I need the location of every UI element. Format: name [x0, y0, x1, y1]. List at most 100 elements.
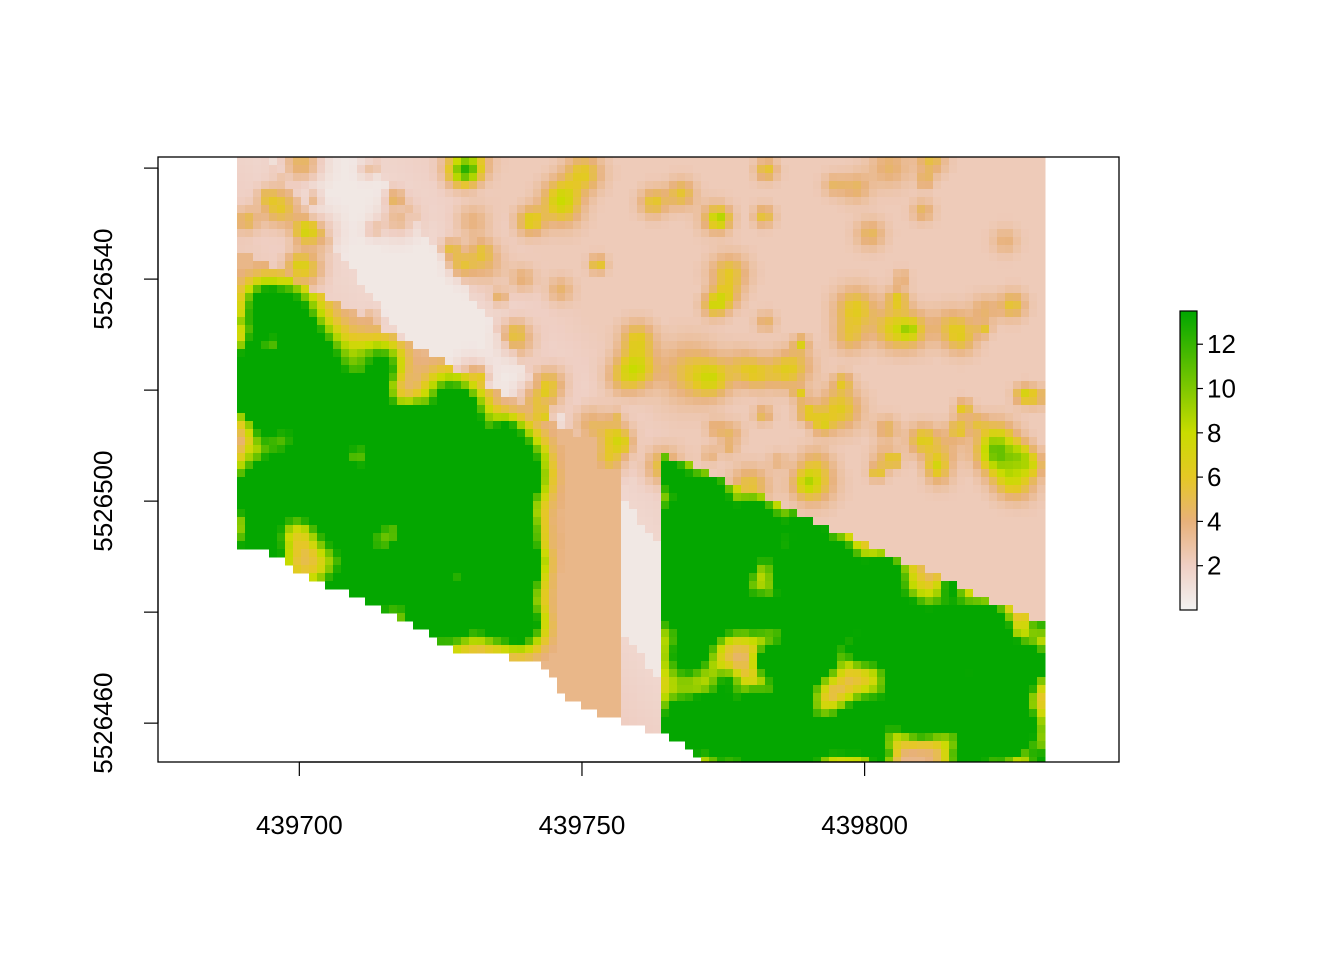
raster-cell [781, 181, 790, 190]
raster-cell [349, 189, 358, 198]
raster-cell [925, 381, 934, 390]
raster-cell [341, 309, 350, 318]
raster-cell [861, 445, 870, 454]
raster-cell [485, 293, 494, 302]
raster-cell [573, 461, 582, 470]
raster-cell [269, 389, 278, 398]
raster-cell [309, 173, 318, 182]
raster-cell [445, 413, 454, 422]
raster-cell [469, 389, 478, 398]
raster-cell [453, 517, 462, 526]
raster-cell [341, 485, 350, 494]
raster-cell [989, 213, 998, 222]
raster-cell [717, 389, 726, 398]
raster-cell [645, 517, 654, 526]
raster-cell [677, 493, 686, 502]
raster-cell [261, 477, 270, 486]
raster-cell [765, 173, 774, 182]
raster-cell [613, 269, 622, 278]
raster-cell [325, 477, 334, 486]
raster-cell [541, 485, 550, 494]
raster-cell [965, 237, 974, 246]
raster-cell [437, 285, 446, 294]
raster-cell [261, 293, 270, 302]
raster-cell [573, 213, 582, 222]
raster-cell [533, 325, 542, 334]
raster-cell [829, 461, 838, 470]
raster-cell [901, 237, 910, 246]
raster-cell [429, 373, 438, 382]
raster-cell [877, 325, 886, 334]
raster-cell [589, 341, 598, 350]
raster-cell [477, 477, 486, 486]
raster-cell [413, 253, 422, 262]
raster-cell [309, 445, 318, 454]
raster-cell [589, 397, 598, 406]
raster-cell [565, 437, 574, 446]
raster-cell [757, 301, 766, 310]
raster-cell [653, 293, 662, 302]
raster-cell [349, 501, 358, 510]
raster-cell [717, 445, 726, 454]
raster-cell [293, 173, 302, 182]
raster-cell [829, 277, 838, 286]
raster-cell [725, 333, 734, 342]
raster-cell [565, 381, 574, 390]
raster-cell [725, 253, 734, 262]
raster-cell [653, 461, 662, 470]
raster-cell [645, 221, 654, 230]
raster-cell [1029, 221, 1038, 230]
raster-cell [277, 221, 286, 230]
raster-cell [605, 285, 614, 294]
raster-cell [605, 389, 614, 398]
raster-cell [693, 413, 702, 422]
raster-cell [317, 333, 326, 342]
raster-cell [365, 549, 374, 558]
raster-cell [469, 501, 478, 510]
raster-cell [973, 189, 982, 198]
raster-cell [397, 437, 406, 446]
raster-cell [885, 501, 894, 510]
raster-cell [245, 333, 254, 342]
raster-cell [237, 429, 246, 438]
raster-cell [837, 165, 846, 174]
raster-cell [565, 421, 574, 430]
raster-cell [493, 509, 502, 518]
raster-cell [885, 453, 894, 462]
raster-cell [285, 421, 294, 430]
raster-cell [757, 525, 766, 534]
raster-cell [813, 181, 822, 190]
raster-cell [949, 501, 958, 510]
raster-cell [821, 509, 830, 518]
raster-cell [381, 461, 390, 470]
raster-cell [765, 533, 774, 542]
raster-cell [301, 293, 310, 302]
raster-cell [597, 325, 606, 334]
raster-cell [373, 357, 382, 366]
raster-cell [941, 437, 950, 446]
raster-cell [717, 205, 726, 214]
raster-cell [333, 221, 342, 230]
raster-cell [301, 269, 310, 278]
raster-cell [677, 509, 686, 518]
raster-cell [629, 517, 638, 526]
raster-cell [485, 277, 494, 286]
raster-cell [749, 541, 758, 550]
raster-cell [437, 293, 446, 302]
raster-cell [1029, 541, 1038, 550]
raster-cell [477, 413, 486, 422]
raster-cell [237, 437, 246, 446]
raster-cell [573, 269, 582, 278]
raster-cell [597, 485, 606, 494]
raster-cell [621, 253, 630, 262]
raster-cell [557, 341, 566, 350]
raster-cell [741, 357, 750, 366]
raster-cell [533, 317, 542, 326]
raster-cell [933, 429, 942, 438]
raster-cell [485, 405, 494, 414]
raster-cell [573, 517, 582, 526]
raster-cell [869, 293, 878, 302]
raster-cell [429, 293, 438, 302]
raster-cell [829, 269, 838, 278]
raster-cell [509, 365, 518, 374]
